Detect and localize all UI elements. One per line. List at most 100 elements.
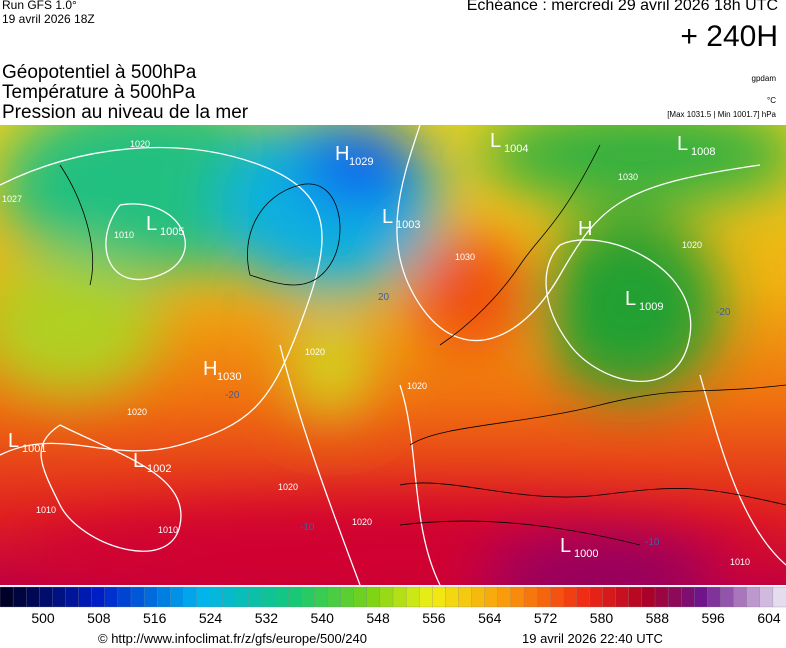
temperature-label: -10	[300, 522, 315, 533]
center-value: 1004	[504, 143, 528, 155]
colorbar-cell	[353, 586, 368, 608]
center-type: H	[203, 358, 217, 380]
center-type: L	[490, 130, 501, 152]
temperature-label: 20	[378, 292, 390, 303]
colorbar-cell	[419, 586, 433, 608]
colorbar-cell	[576, 586, 591, 608]
isobar-label: 1030	[618, 172, 638, 182]
isobar-label: 1020	[305, 347, 325, 357]
colorbar-cell	[523, 586, 538, 608]
colorbar-cell	[91, 586, 106, 608]
colorbar-cell	[667, 586, 682, 608]
colorbar-cell	[130, 586, 145, 608]
colorbar-cell	[340, 586, 355, 608]
isobar-label: 1010	[114, 230, 134, 240]
unit-celsius: °C	[767, 96, 776, 105]
colorbar-cell	[170, 586, 185, 608]
isobar-label: 1020	[127, 407, 147, 417]
colorbar-cell	[497, 586, 512, 608]
colorbar-label: 564	[478, 610, 502, 626]
colorbar-cell	[12, 586, 27, 608]
colorbar-cell	[432, 586, 447, 608]
center-value: 1030	[217, 371, 241, 383]
title-geopotential: Géopotentiel à 500hPa	[2, 62, 197, 83]
center-value: 1029	[349, 156, 373, 168]
temperature-label: -10	[645, 537, 660, 548]
colorbar-cell	[183, 586, 198, 608]
center-type: H	[335, 143, 349, 165]
colorbar-cell	[445, 586, 460, 608]
colorbar-cell	[759, 586, 774, 608]
center-type: L	[8, 430, 19, 452]
isobar-label: 1010	[36, 505, 56, 515]
center-value: 1005	[160, 226, 184, 238]
isobars	[0, 125, 786, 585]
colorbar-cell	[196, 586, 211, 608]
generated-time: 19 avril 2026 22:40 UTC	[522, 631, 663, 646]
center-value: 1001	[22, 443, 46, 455]
colorbar-cell	[261, 586, 276, 608]
center-type: L	[677, 133, 688, 155]
colorbar-label: 580	[590, 610, 614, 626]
center-value: 1003	[396, 219, 420, 231]
colorbar-cell	[366, 586, 381, 608]
colorbar-area: 500 508 516 524 532 540 548 556 564 572 580 588 596 6…	[0, 586, 786, 626]
colorbar-cell	[78, 586, 93, 608]
temperature-label: -20	[716, 307, 731, 318]
colorbar-cell	[248, 586, 263, 608]
center-type: L	[146, 213, 157, 235]
center-type: H	[578, 218, 592, 240]
isobar-label: 1027	[2, 194, 22, 204]
colorbar-cell	[26, 586, 40, 608]
colorbar-cell	[235, 586, 250, 608]
field-shading	[0, 125, 786, 585]
source-url: © http://www.infoclimat.fr/z/gfs/europe/…	[98, 631, 367, 646]
colorbar-label: 532	[255, 610, 279, 626]
isobar-label: 1020	[682, 240, 702, 250]
colorbar-label: 524	[199, 610, 223, 626]
colorbar-cell	[602, 586, 617, 608]
isobar-label: 1020	[278, 482, 298, 492]
colorbar-cell	[772, 586, 786, 608]
center-type: L	[133, 450, 144, 472]
colorbar-label: 588	[646, 610, 670, 626]
colorbar-label: 556	[422, 610, 446, 626]
isobar-label: 1030	[455, 252, 475, 262]
colorbar-cell	[707, 586, 722, 608]
colorbar-cell	[209, 586, 224, 608]
colorbar-cell	[694, 586, 709, 608]
temperature-label: -20	[225, 390, 240, 401]
title-pressure: Pression au niveau de la mer	[2, 102, 249, 123]
colorbar-cell	[117, 586, 132, 608]
center-type: L	[382, 206, 393, 228]
colorbar-cell	[720, 586, 735, 608]
center-value: 1002	[147, 463, 171, 475]
coastlines	[59, 144, 786, 546]
colorbar-cell	[288, 586, 302, 608]
center-value: 1008	[691, 146, 715, 158]
colorbar-cell	[589, 586, 604, 608]
isobar-label: 1010	[730, 557, 750, 567]
colorbar-label: 540	[311, 610, 335, 626]
colorbar-cell	[0, 586, 14, 608]
colorbar-cell	[628, 586, 643, 608]
run: Run GFS 1.0°	[2, 0, 77, 12]
isobar-label: 1020	[352, 517, 372, 527]
colorbar-cell	[301, 586, 316, 608]
colorbar-cell	[327, 586, 342, 608]
colorbar-cell	[733, 586, 748, 608]
center-value: 1009	[639, 301, 663, 313]
colorbar-cell	[615, 586, 630, 608]
lead-time: + 240H	[680, 20, 778, 53]
colorbar-cell	[104, 586, 119, 608]
run-date: 19 avril 2026 18Z	[2, 12, 95, 26]
center-type: L	[560, 535, 571, 557]
colorbar-cell	[65, 586, 80, 608]
isobar-label: 1020	[407, 381, 427, 391]
colorbar-cell	[563, 586, 578, 608]
colorbar-label: 604	[757, 610, 781, 626]
unit-gpdam: gpdam	[751, 74, 776, 83]
title-temperature: Température à 500hPa	[2, 82, 196, 103]
colorbar-cell	[654, 586, 669, 608]
